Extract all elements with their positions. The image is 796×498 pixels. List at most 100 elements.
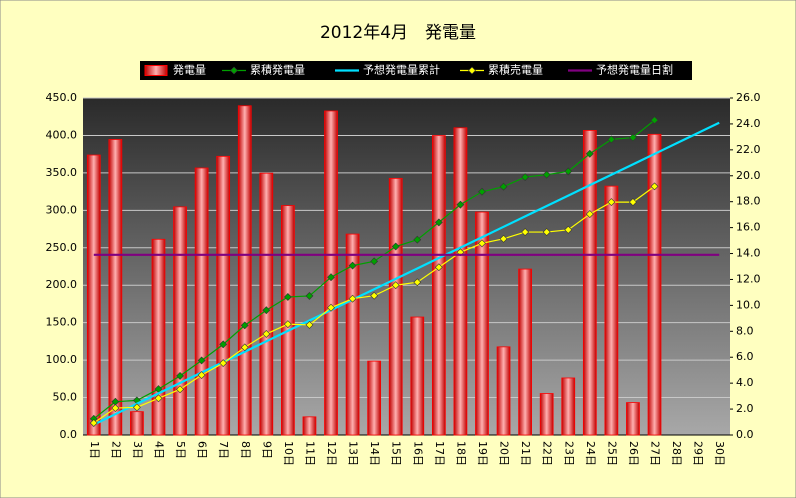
chart-title: 2012年4月 発電量 xyxy=(320,23,476,43)
x-tick-label: 27日 xyxy=(649,441,662,466)
x-tick-label: 30日 xyxy=(713,441,726,466)
marker xyxy=(370,257,379,266)
y-tick-label: 100.0 xyxy=(46,353,78,366)
x-tick-label: 24日 xyxy=(584,441,597,466)
marker xyxy=(154,394,163,403)
marker xyxy=(348,261,357,270)
marker xyxy=(478,239,486,248)
y2-tick-label: 18.0 xyxy=(736,195,761,208)
y2-tick-label: 8.0 xyxy=(736,324,754,337)
marker xyxy=(197,371,206,380)
bar xyxy=(475,211,489,436)
x-tick-label: 1日 xyxy=(88,441,101,459)
y-tick-label: 250.0 xyxy=(46,241,78,254)
marker xyxy=(629,133,637,142)
marker xyxy=(585,210,594,219)
x-tick-label: 8日 xyxy=(239,441,252,459)
bar xyxy=(539,393,554,436)
marker xyxy=(629,198,637,207)
marker xyxy=(348,294,357,303)
legend-label: 累積発電量 xyxy=(250,63,305,77)
bar xyxy=(647,133,662,436)
marker xyxy=(650,116,659,125)
marker xyxy=(111,404,120,412)
marker xyxy=(585,149,594,158)
x-tick-label: 4日 xyxy=(152,441,165,459)
marker xyxy=(542,228,551,236)
x-tick-label: 12日 xyxy=(325,441,338,466)
bar xyxy=(130,411,144,436)
y2-tick-label: 16.0 xyxy=(736,221,761,234)
legend-label: 累積売電量 xyxy=(488,63,543,77)
x-tick-label: 25日 xyxy=(605,441,618,466)
bar xyxy=(367,360,382,436)
marker xyxy=(607,198,616,207)
x-tick-label: 17日 xyxy=(433,441,446,466)
marker xyxy=(456,200,465,209)
marker xyxy=(607,135,616,144)
marker xyxy=(564,167,573,176)
x-tick-label: 23日 xyxy=(562,441,575,466)
y-tick-label: 450.0 xyxy=(46,91,78,104)
marker xyxy=(262,306,271,315)
y-tick-label: 150.0 xyxy=(46,316,78,329)
marker xyxy=(283,320,292,329)
bar xyxy=(518,268,532,436)
bar xyxy=(345,233,360,436)
marker xyxy=(176,385,184,394)
x-tick-label: 13日 xyxy=(347,441,360,466)
bar xyxy=(108,139,123,436)
marker xyxy=(370,291,379,300)
marker xyxy=(391,281,400,290)
marker xyxy=(499,234,508,243)
x-tick-label: 2日 xyxy=(109,441,122,459)
x-tick-label: 28日 xyxy=(670,441,683,466)
marker xyxy=(521,228,530,236)
bar xyxy=(410,316,425,436)
bar xyxy=(216,155,231,436)
x-tick-label: 11日 xyxy=(303,441,316,466)
marker xyxy=(434,218,443,227)
y2-tick-label: 10.0 xyxy=(736,298,761,311)
legend xyxy=(140,61,692,80)
x-tick-label: 22日 xyxy=(541,441,554,466)
bar xyxy=(604,185,619,436)
x-tick-label: 7日 xyxy=(217,441,230,459)
bar xyxy=(561,377,576,436)
marker xyxy=(262,329,271,338)
marker xyxy=(413,235,422,244)
legend-label: 発電量 xyxy=(173,63,206,77)
bar xyxy=(259,172,274,436)
x-tick-label: 29日 xyxy=(692,441,705,466)
x-tick-label: 14日 xyxy=(368,441,381,466)
marker xyxy=(283,293,292,301)
marker xyxy=(413,278,422,287)
legend-marker xyxy=(468,66,476,75)
y-tick-label: 0.0 xyxy=(60,428,78,441)
bar xyxy=(86,154,101,436)
y2-tick-label: 12.0 xyxy=(736,272,761,285)
marker xyxy=(132,403,141,412)
marker xyxy=(434,263,443,272)
y-tick-label: 50.0 xyxy=(53,391,78,404)
bar xyxy=(194,167,209,436)
y2-tick-label: 22.0 xyxy=(736,143,761,156)
y2-tick-label: 4.0 xyxy=(736,376,754,389)
x-tick-label: 9日 xyxy=(260,441,273,459)
y2-tick-label: 24.0 xyxy=(736,117,761,130)
bar xyxy=(496,346,511,436)
marker xyxy=(305,320,314,329)
marker xyxy=(327,273,335,282)
marker xyxy=(240,321,249,330)
marker xyxy=(305,292,314,300)
legend-label: 予想発電量日割 xyxy=(596,63,673,77)
y2-tick-label: 20.0 xyxy=(736,169,761,182)
y-tick-label: 200.0 xyxy=(46,278,78,291)
x-tick-label: 6日 xyxy=(196,441,209,459)
marker xyxy=(176,371,184,380)
x-tick-label: 15日 xyxy=(390,441,403,466)
x-tick-label: 5日 xyxy=(174,441,187,459)
y-tick-label: 350.0 xyxy=(46,166,78,179)
marker xyxy=(542,170,551,179)
marker xyxy=(650,182,659,191)
